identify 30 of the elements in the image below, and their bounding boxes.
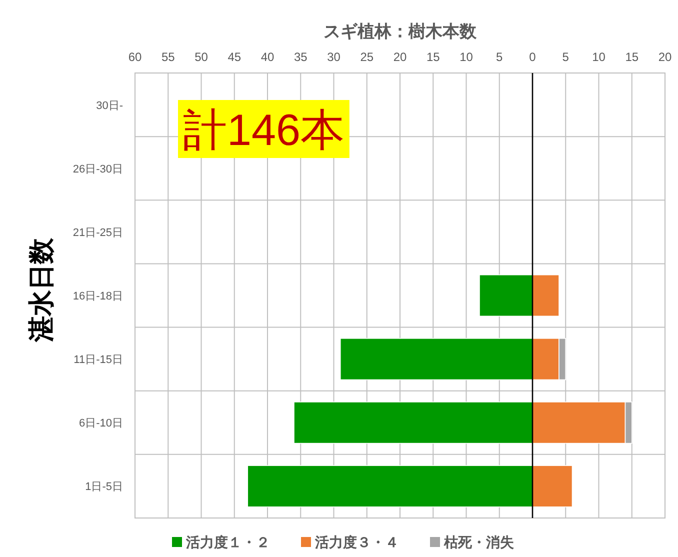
x-tick-label: 60 [128,50,142,64]
x-tick-label: 10 [460,50,474,64]
x-tick-label: 50 [194,50,208,64]
legend-label: 活力度１・２ [185,534,270,550]
y-tick-label: 11日-15日 [74,354,123,366]
y-tick-label: 1日-5日 [85,481,123,494]
y-tick-label: 30日- [96,100,124,112]
x-tick-label: 15 [426,50,440,64]
x-tick-label: 40 [260,50,274,64]
annotation: 計146本 [183,106,344,155]
x-tick-label: 55 [161,50,176,64]
y-axis-title: 湛水日数 [26,237,56,343]
legend-label: 活力度３・４ [314,534,399,550]
chart-title: スギ植林：樹木本数 [324,22,478,41]
x-tick-label: 0 [529,50,536,64]
x-tick-label: 10 [592,50,606,64]
x-tick-label: 30 [327,50,341,64]
x-tick-label: 15 [625,50,639,64]
y-tick-label: 16日-18日 [72,290,123,302]
legend-label: 枯死・消失 [443,534,515,550]
x-tick-label: 25 [360,50,374,64]
x-tick-label: 45 [228,50,242,64]
y-tick-label: 21日-25日 [72,226,123,239]
y-tick-label: 26日-30日 [72,163,123,176]
x-tick-label: 5 [496,50,504,64]
x-tick-label: 35 [294,50,308,64]
y-tick-label: 6日-10日 [78,418,123,430]
x-tick-label: 20 [658,50,672,64]
x-tick-label: 20 [393,50,407,64]
x-tick-label: 5 [562,50,570,64]
